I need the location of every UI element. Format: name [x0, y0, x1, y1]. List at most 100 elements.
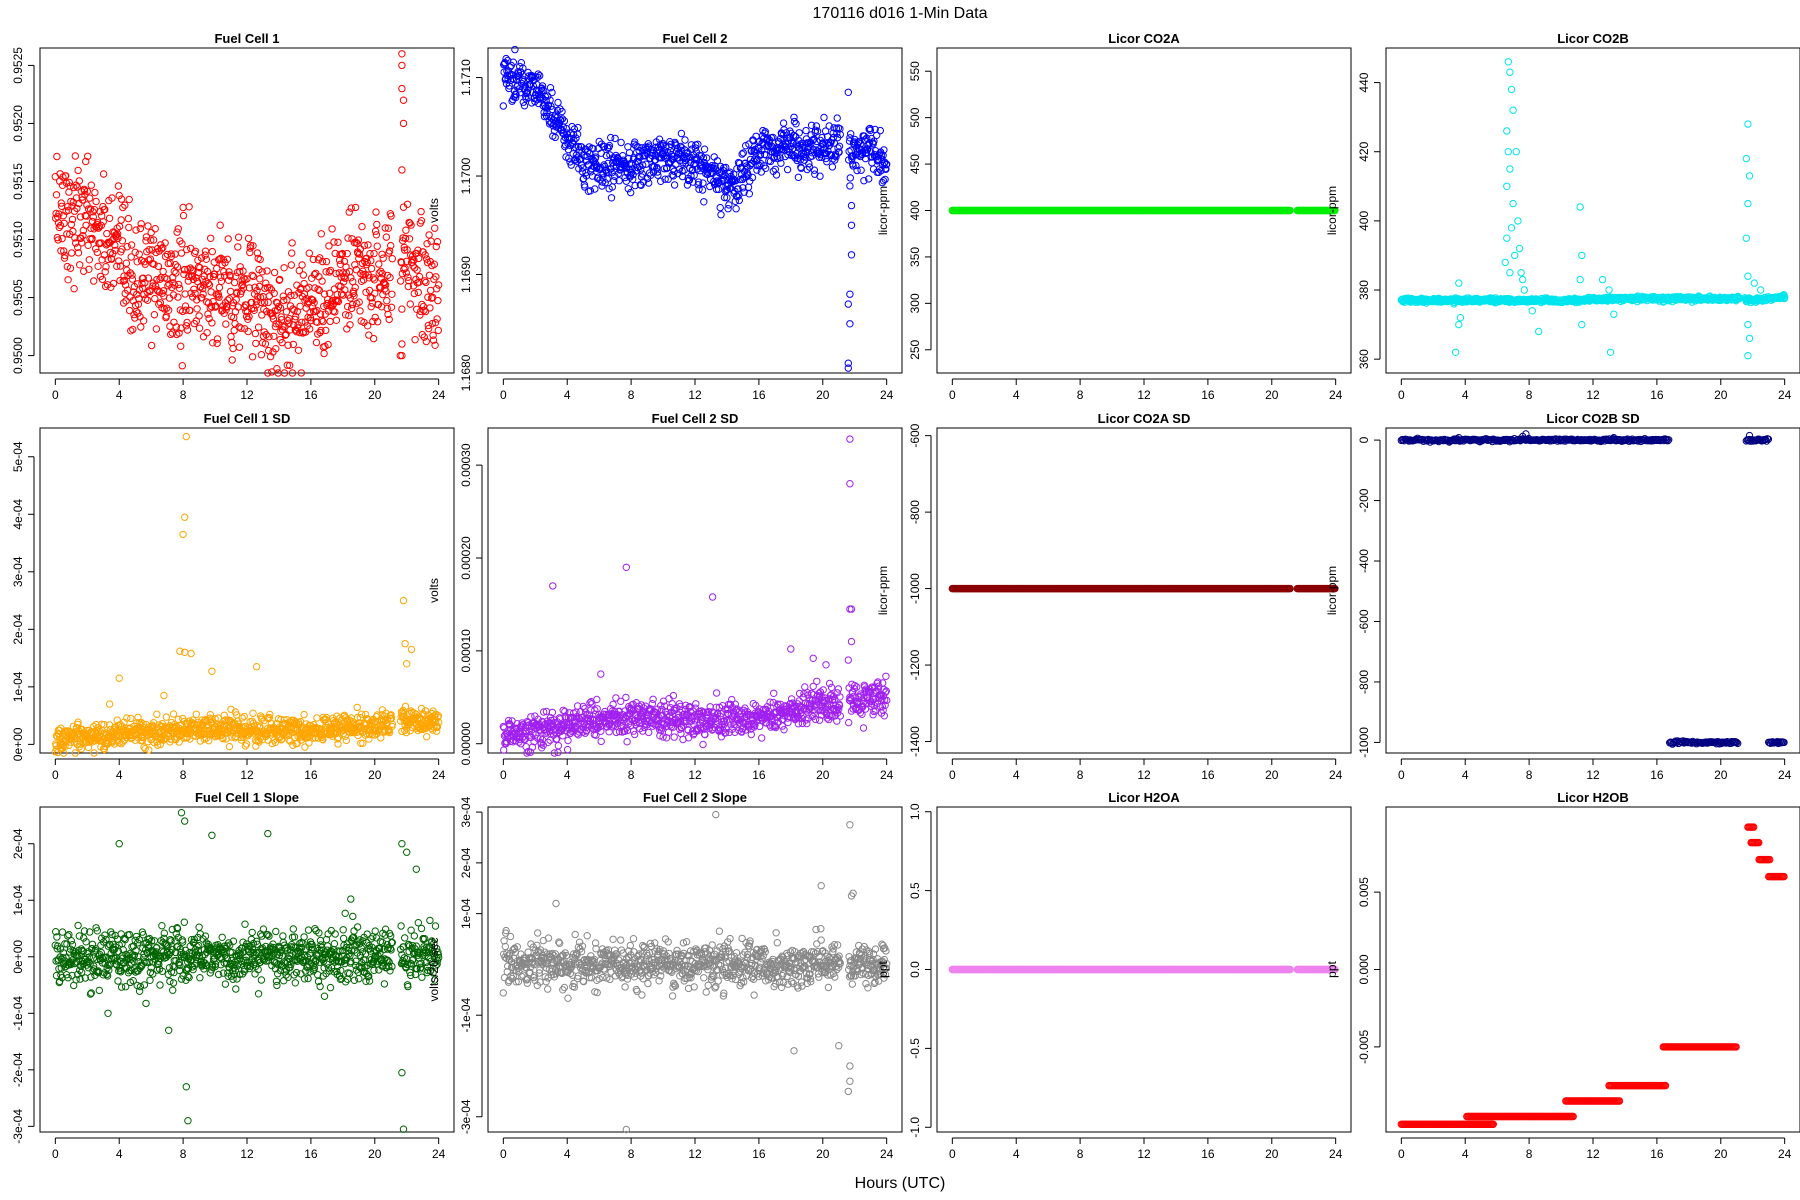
y-tick-label: 1e-04 [11, 671, 25, 702]
data-point [403, 660, 411, 668]
y-tick-label: 440 [1357, 72, 1371, 92]
data-point [105, 700, 114, 708]
data-point [373, 318, 382, 326]
data-point [431, 224, 439, 232]
data-point [117, 216, 125, 224]
data-point [167, 252, 176, 260]
y-tick-label: 2e-04 [11, 614, 25, 645]
data-point [617, 138, 625, 147]
data-point [212, 302, 220, 310]
data-point [382, 233, 391, 241]
data-point [244, 327, 252, 336]
data-point [1535, 327, 1543, 336]
data-point [231, 308, 240, 316]
x-tick-label: 20 [816, 768, 830, 782]
y-tick-label: 1.1700 [459, 157, 473, 194]
data-point [183, 326, 192, 334]
data-point [283, 361, 291, 369]
y-tick-label: 0.00000 [459, 722, 473, 766]
data-point [74, 166, 82, 175]
data-point [252, 339, 260, 348]
x-tick-label: 0 [500, 388, 507, 402]
panel-title: Licor CO2B [1557, 31, 1629, 46]
x-tick-label: 16 [752, 768, 766, 782]
x-tick-label: 0 [52, 388, 59, 402]
data-point [305, 249, 313, 257]
data-point [251, 329, 260, 338]
y-tick-label: 0.9500 [11, 337, 25, 374]
data-point [148, 246, 156, 254]
data-point [174, 225, 183, 233]
data-point [1606, 348, 1615, 356]
data-point [779, 119, 788, 127]
y-axis-label: licor-ppm [1325, 186, 1339, 235]
y-tick-label: 0.9525 [11, 47, 25, 84]
data-point [301, 743, 309, 751]
data-point [213, 339, 221, 348]
data-point [101, 282, 110, 291]
data-point [511, 45, 519, 54]
data-point [328, 225, 336, 233]
data-point [622, 693, 630, 702]
data-point [310, 299, 318, 307]
data-point [385, 247, 394, 255]
data-point [184, 277, 193, 285]
data-point [399, 596, 408, 605]
data-point [372, 231, 381, 239]
data-point [63, 230, 71, 238]
data-point [166, 322, 174, 330]
data-point [320, 290, 329, 298]
data-point [270, 268, 279, 277]
x-tick-label: 24 [1329, 388, 1343, 402]
data-point [360, 241, 369, 250]
y-tick-label: 0.00010 [459, 629, 473, 673]
data-point [828, 163, 837, 171]
data-point [159, 287, 168, 295]
data-point [105, 214, 114, 223]
data-point [325, 268, 333, 276]
data-point [355, 250, 364, 258]
data-point [179, 211, 188, 220]
data-point [121, 201, 129, 209]
data-point [334, 297, 343, 306]
data-point [372, 208, 380, 216]
data-point [820, 113, 828, 122]
data-point [75, 177, 84, 185]
data-point [725, 201, 733, 209]
data-point [132, 226, 140, 234]
data-point [137, 220, 145, 228]
y-tick-label: 250 [908, 339, 922, 359]
data-point [292, 313, 300, 321]
data-point [57, 199, 65, 207]
data-point [88, 234, 96, 243]
data-point [345, 311, 353, 320]
data-point [98, 275, 107, 284]
data-point [150, 260, 158, 268]
data-point [833, 114, 841, 122]
data-point [222, 306, 230, 314]
data-point [238, 282, 246, 290]
data-point [230, 278, 239, 287]
data-point [1750, 279, 1759, 287]
data-point [57, 247, 65, 255]
data-point [236, 267, 244, 276]
data-point [367, 303, 375, 311]
data-point [343, 302, 352, 311]
data-point [339, 278, 348, 286]
data-point [256, 255, 264, 264]
data-point [131, 248, 139, 257]
data-point [356, 307, 364, 315]
y-axis-label: licor-ppm [876, 186, 890, 235]
data-point [200, 281, 208, 289]
data-point [344, 234, 352, 242]
data-point [306, 314, 315, 322]
data-point [87, 224, 95, 233]
data-point [322, 326, 330, 335]
data-point [151, 294, 159, 303]
data-point [215, 283, 224, 292]
data-point [116, 276, 124, 285]
